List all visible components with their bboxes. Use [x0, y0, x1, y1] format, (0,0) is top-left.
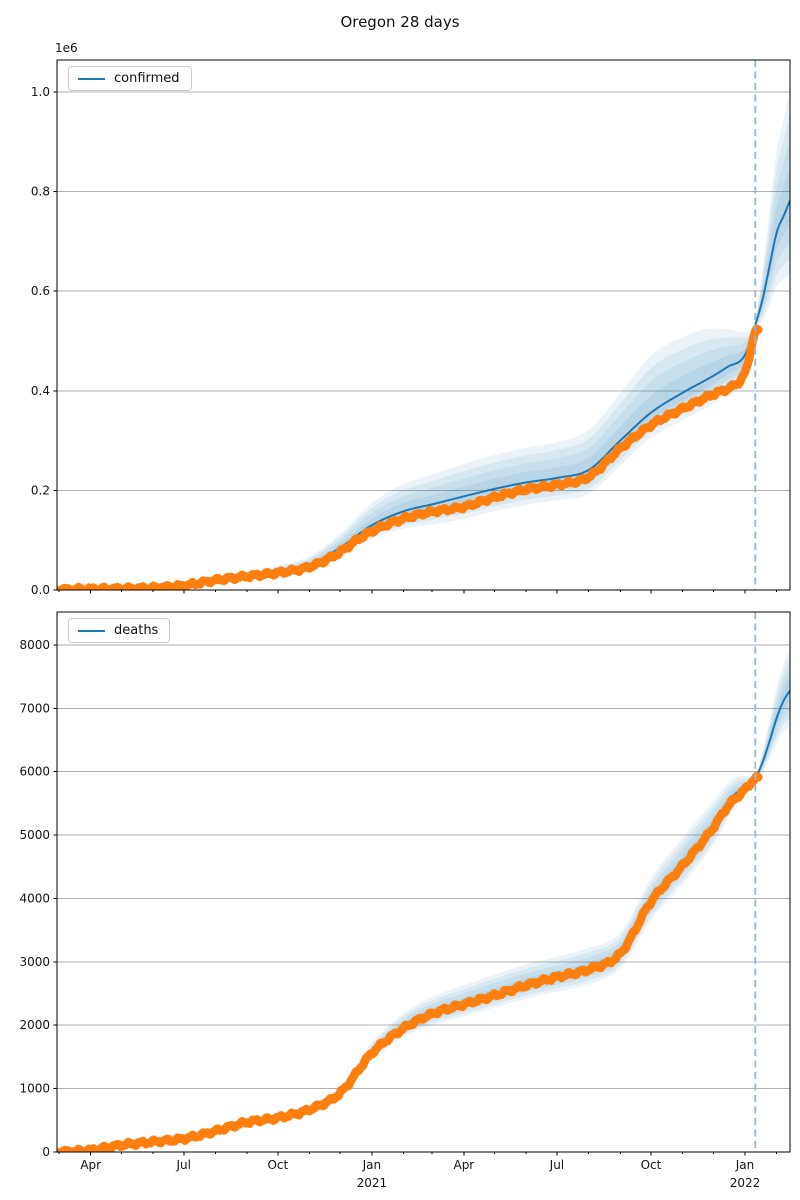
gridlines [57, 91, 790, 491]
y-tick-label: 0.0 [31, 583, 50, 597]
x-tick-year-label: 2021 [357, 1176, 388, 1190]
uncertainty-band [59, 678, 790, 1152]
plot-area [57, 88, 790, 590]
figure-title: Oregon 28 days [340, 13, 460, 31]
deaths-chart: 0 1000 2000 3000 4000 5000 6000 7000 8000 Apr Jul O… [19, 611, 791, 1190]
x-tick-label: Jul [176, 1158, 191, 1172]
x-axis: Apr Jul Oct Jan 2021 Apr Jul Oct Jan 2022 [58, 1152, 778, 1190]
uncertainty-band [59, 648, 790, 1152]
uncertainty-band [59, 667, 790, 1152]
y-tick-label: 1000 [19, 1082, 50, 1096]
confirmed-chart: 0.0 0.2 0.4 0.6 0.8 1.0 [31, 59, 791, 597]
x-tick-label: Oct [641, 1158, 662, 1172]
observed-line [57, 771, 763, 1152]
gridlines [57, 644, 790, 1090]
forecast-line [58, 690, 790, 1152]
y-tick-label: 0.2 [31, 483, 50, 497]
y-tick-label: 0.8 [31, 185, 50, 199]
y-tick-label: 0 [42, 1145, 50, 1159]
x-tick-year-label: 2022 [730, 1176, 761, 1190]
x-tick-label: Jan [735, 1158, 755, 1172]
axes-spines [56, 611, 791, 1153]
legend-line-icon [78, 77, 105, 80]
uncertainty-band [59, 113, 790, 589]
legend-label-confirmed: confirmed [114, 71, 180, 86]
y-tick-label: 0.6 [31, 284, 50, 298]
y-tick-label: 8000 [19, 638, 50, 652]
legend-label-deaths: deaths [114, 623, 159, 638]
forecast-line [59, 200, 790, 590]
plot-area [57, 648, 790, 1152]
y-tick-label: 0.4 [31, 384, 50, 398]
x-axis [58, 590, 778, 594]
y-axis: 0.0 0.2 0.4 0.6 0.8 1.0 [31, 85, 57, 597]
y-tick-label: 2000 [19, 1018, 50, 1032]
y-tick-label: 6000 [19, 765, 50, 779]
x-tick-label: Apr [453, 1158, 474, 1172]
uncertainty-band [59, 166, 790, 589]
y-tick-label: 5000 [19, 828, 50, 842]
y-tick-label: 1.0 [31, 85, 50, 99]
y-tick-label: 4000 [19, 891, 50, 905]
axes-spines [56, 59, 791, 591]
uncertainty-band [59, 657, 790, 1152]
y-tick-label: 7000 [19, 701, 50, 715]
legend-line-icon [78, 629, 105, 632]
x-tick-label: Oct [267, 1158, 288, 1172]
uncertainty-band [59, 138, 790, 589]
observed-line [57, 324, 763, 590]
y-axis: 0 1000 2000 3000 4000 5000 6000 7000 8000 [19, 638, 57, 1159]
legend-deaths: deaths [68, 618, 171, 643]
y-tick-label: 3000 [19, 955, 50, 969]
y-axis-exponent-label: 1e6 [55, 41, 78, 55]
x-tick-label: Jan [362, 1158, 382, 1172]
x-tick-label: Apr [80, 1158, 101, 1172]
x-tick-label: Jul [549, 1158, 564, 1172]
legend-confirmed: confirmed [68, 66, 192, 91]
